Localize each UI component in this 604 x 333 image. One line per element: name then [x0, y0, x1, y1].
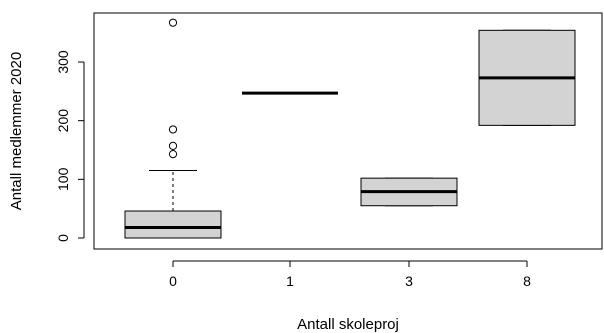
y-axis-title: Antall medlemmer 2020	[8, 52, 25, 210]
plot-frame	[93, 12, 603, 250]
box-group-0	[124, 18, 222, 239]
x-tick-label: 0	[169, 273, 177, 289]
x-tick-label: 1	[286, 273, 294, 289]
x-tick-label: 3	[405, 273, 413, 289]
y-tick-label: 200	[55, 109, 71, 133]
y-axis: 0 100 200 300	[55, 50, 85, 242]
x-tick-label: 8	[523, 273, 531, 289]
y-tick-label: 300	[55, 50, 71, 74]
box-body	[124, 210, 222, 239]
outlier-point	[168, 125, 178, 134]
x-axis-title: Antall skoleproj	[297, 316, 399, 333]
outlier-point	[168, 150, 178, 159]
x-axis: 0 1 3 8	[169, 260, 531, 289]
outlier-point	[168, 18, 178, 27]
outlier-point	[168, 141, 178, 150]
box-group-3	[360, 177, 458, 207]
y-tick-label: 0	[55, 234, 71, 242]
boxes-layer	[124, 18, 576, 239]
box-group-8	[478, 29, 576, 126]
y-tick-label: 100	[55, 167, 71, 191]
